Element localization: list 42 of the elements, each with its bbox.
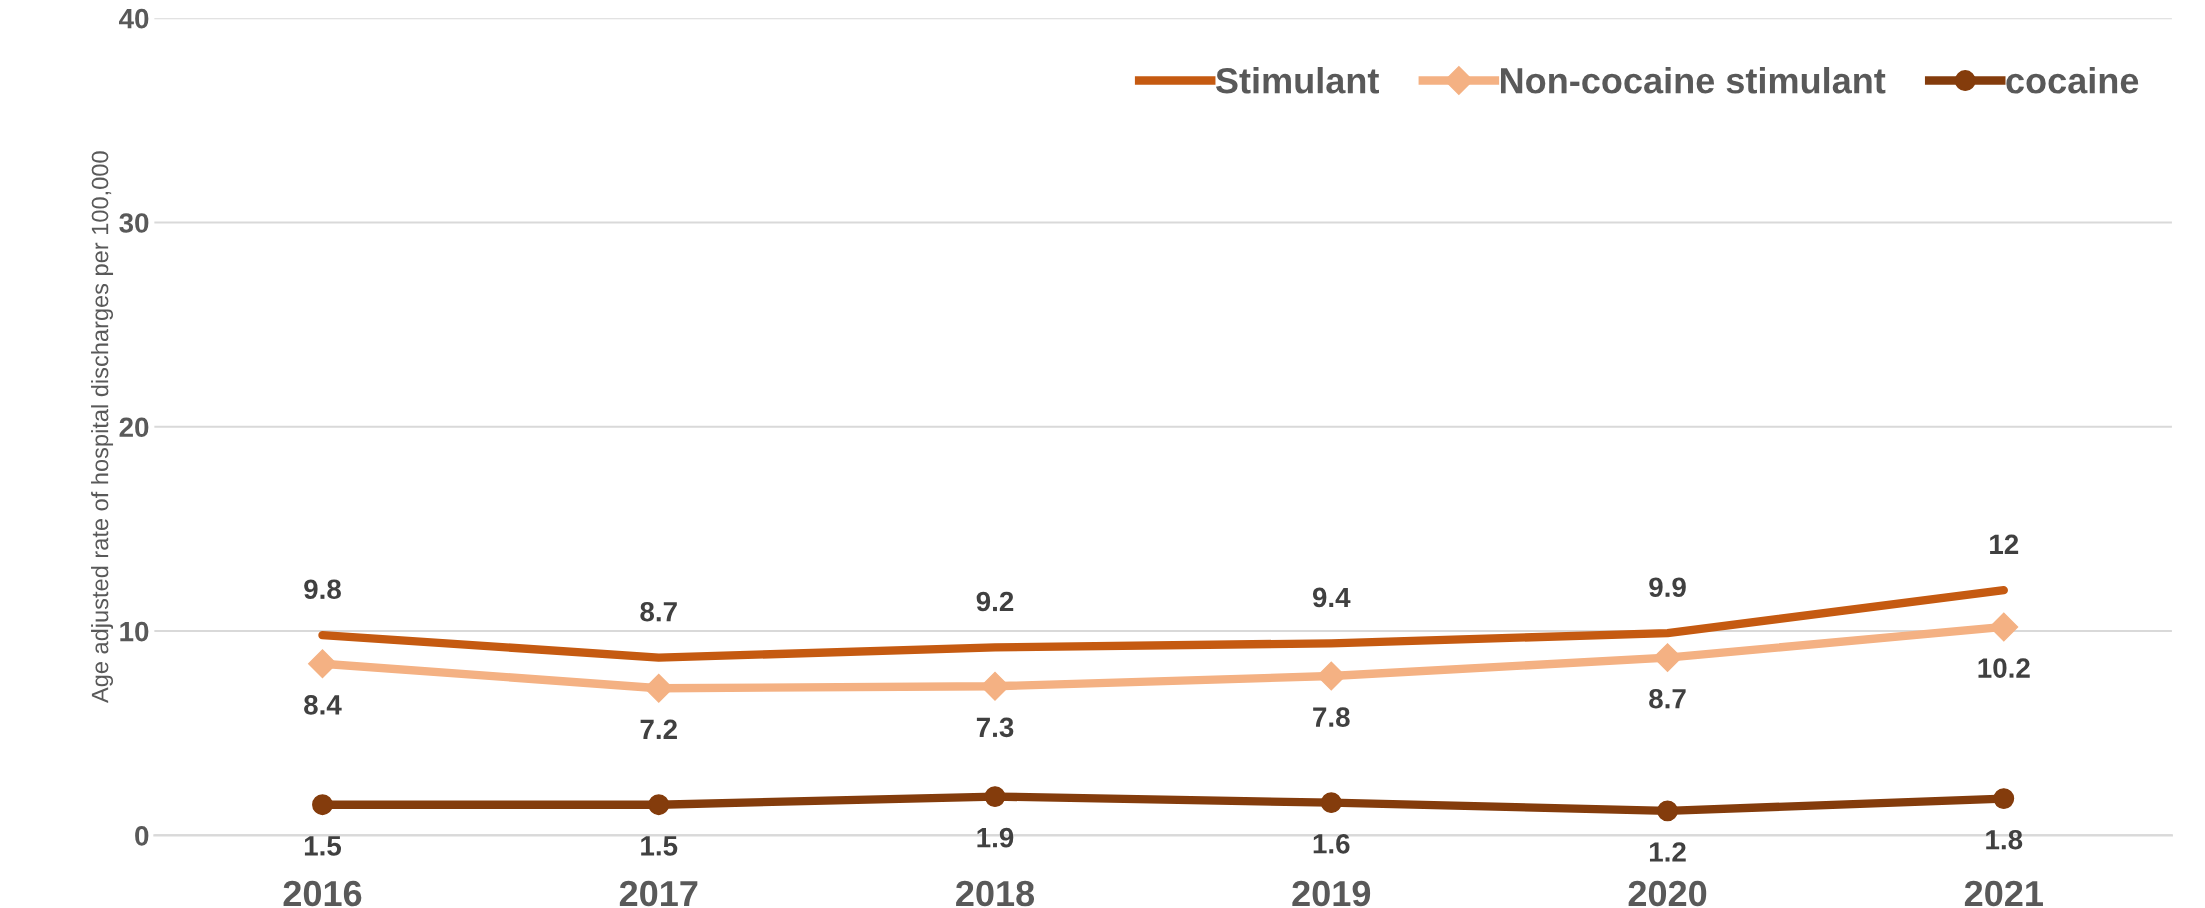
data-label: 9.9 — [1649, 577, 1686, 598]
data-label: 1.2 — [1649, 842, 1686, 862]
legend-label: Non-cocaine stimulant — [1500, 67, 1886, 94]
data-label: 9.8 — [304, 579, 341, 600]
data-label: 12 — [1990, 534, 2019, 554]
point — [1653, 643, 1682, 673]
y-tick-label: 0 — [135, 826, 149, 846]
point — [648, 794, 670, 816]
data-label: 9.2 — [976, 591, 1014, 612]
y-tick-label: 20 — [119, 417, 149, 438]
data-label: 7.8 — [1313, 707, 1350, 727]
legend-label: cocaine — [2006, 67, 2139, 94]
data-label: 8.7 — [640, 601, 677, 622]
data-label: 10.2 — [1978, 658, 2030, 678]
point — [308, 649, 337, 679]
x-tick-label: 2018 — [956, 880, 1035, 907]
data-label: 1.5 — [304, 836, 342, 856]
data-label: 7.2 — [640, 719, 677, 739]
x-tick-label: 2019 — [1292, 880, 1371, 907]
point — [984, 786, 1006, 807]
data-label: 8.7 — [1649, 688, 1686, 709]
x-tick-label: 2017 — [619, 880, 698, 907]
x-tick-label: 2021 — [1964, 880, 2043, 907]
y-axis-title: Age adjusted rate of hospital discharges per 100,000 — [91, 151, 114, 703]
point — [1993, 788, 2015, 810]
data-label: 1.6 — [1313, 833, 1350, 854]
point — [1989, 612, 2019, 642]
data-label: 8.4 — [304, 695, 342, 715]
legend-label: Stimulant — [1215, 67, 1379, 94]
x-tick-label: 2020 — [1628, 880, 1707, 907]
data-label: 1.8 — [1986, 829, 2023, 850]
data-label: 1.5 — [641, 836, 678, 856]
data-label: 9.4 — [1312, 587, 1351, 608]
data-label: 1.9 — [977, 827, 1014, 848]
y-tick-label: 10 — [120, 621, 149, 642]
point — [312, 794, 333, 816]
y-tick-label: 30 — [119, 213, 149, 233]
data-label: 7.3 — [976, 717, 1014, 738]
point — [1320, 792, 1342, 814]
y-tick-label: 40 — [119, 8, 149, 29]
x-tick-label: 2016 — [283, 880, 362, 907]
point — [1657, 800, 1678, 822]
